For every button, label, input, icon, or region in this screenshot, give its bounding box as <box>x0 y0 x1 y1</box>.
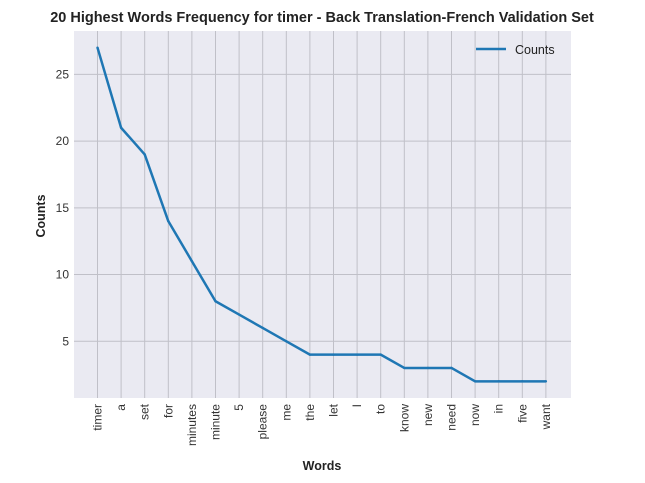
data-point <box>379 353 382 356</box>
series-layer <box>96 46 548 383</box>
legend-label-counts: Counts <box>515 43 555 57</box>
y-axis-label: Counts <box>34 194 48 237</box>
x-tick-label: minutes <box>185 404 199 446</box>
data-point <box>143 153 146 156</box>
x-tick-label: the <box>303 404 317 421</box>
x-tick-label: minute <box>209 404 223 440</box>
y-tick-label: 25 <box>56 67 70 81</box>
y-axis-ticks: 5 10 15 20 25 <box>56 67 70 348</box>
data-point <box>450 366 453 370</box>
x-tick-label: five <box>515 404 529 423</box>
x-tick-label: for <box>161 404 175 418</box>
x-tick-label: I <box>350 404 364 407</box>
x-tick-label: want <box>539 403 553 430</box>
x-tick-label: need <box>445 404 459 431</box>
x-tick-label: to <box>374 404 388 414</box>
x-tick-label: know <box>397 404 411 432</box>
chart-title: 20 Highest Words Frequency for timer - B… <box>50 10 594 26</box>
data-point <box>214 300 217 303</box>
data-point <box>119 126 123 129</box>
data-point <box>544 380 548 383</box>
y-tick-label: 10 <box>56 268 70 282</box>
x-tick-label: timer <box>91 404 105 431</box>
data-point <box>332 353 335 356</box>
x-tick-label: now <box>468 404 482 426</box>
data-point <box>521 380 524 383</box>
data-point <box>261 326 264 330</box>
data-point <box>167 219 170 223</box>
x-axis-label: Words <box>303 459 342 473</box>
x-tick-label: new <box>421 404 435 426</box>
data-point <box>190 260 194 263</box>
data-point <box>403 366 406 370</box>
x-tick-label: 5 <box>232 404 246 411</box>
x-axis-ticks: timer a set for minutes minute 5 please me the let… <box>91 403 553 446</box>
x-tick-label: set <box>138 403 152 420</box>
data-point <box>285 340 288 343</box>
series-line-counts <box>96 47 546 383</box>
y-tick-label: 20 <box>56 134 70 148</box>
x-tick-label: in <box>492 404 506 413</box>
data-point <box>355 353 359 356</box>
data-point <box>237 313 241 316</box>
x-tick-label: please <box>256 404 270 440</box>
data-point <box>308 353 312 356</box>
x-tick-label: a <box>114 404 128 411</box>
legend: Counts <box>476 43 555 57</box>
plot-area <box>74 31 571 398</box>
y-tick-label: 5 <box>62 334 69 348</box>
y-tick-label: 15 <box>56 201 70 215</box>
grid <box>74 31 571 398</box>
x-tick-label: let <box>327 403 341 416</box>
data-point <box>96 46 99 49</box>
x-tick-label: me <box>279 404 293 421</box>
data-point <box>473 380 477 383</box>
data-point <box>426 366 430 370</box>
data-point <box>497 380 500 383</box>
